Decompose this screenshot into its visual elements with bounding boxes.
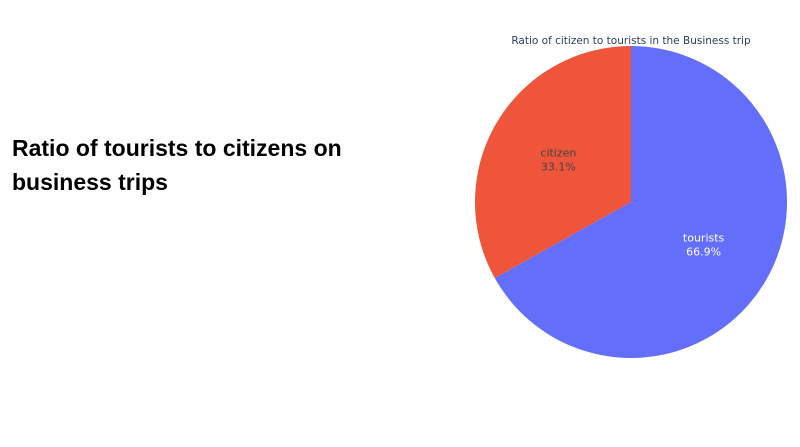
slide-title: Ratio of tourists to citizens on busines…: [12, 135, 342, 195]
pie-value-tourists: 66.9%: [686, 246, 721, 259]
pie-label-citizen: citizen: [540, 146, 576, 159]
pie-value-citizen: 33.1%: [541, 160, 576, 173]
pie-label-tourists: tourists: [683, 232, 725, 245]
chart-title: Ratio of citizen to tourists in the Busi…: [511, 35, 751, 47]
pie-slices: [474, 46, 787, 358]
pie-slice-citizen[interactable]: [474, 46, 631, 279]
pie-slice-tourists[interactable]: [494, 46, 787, 358]
